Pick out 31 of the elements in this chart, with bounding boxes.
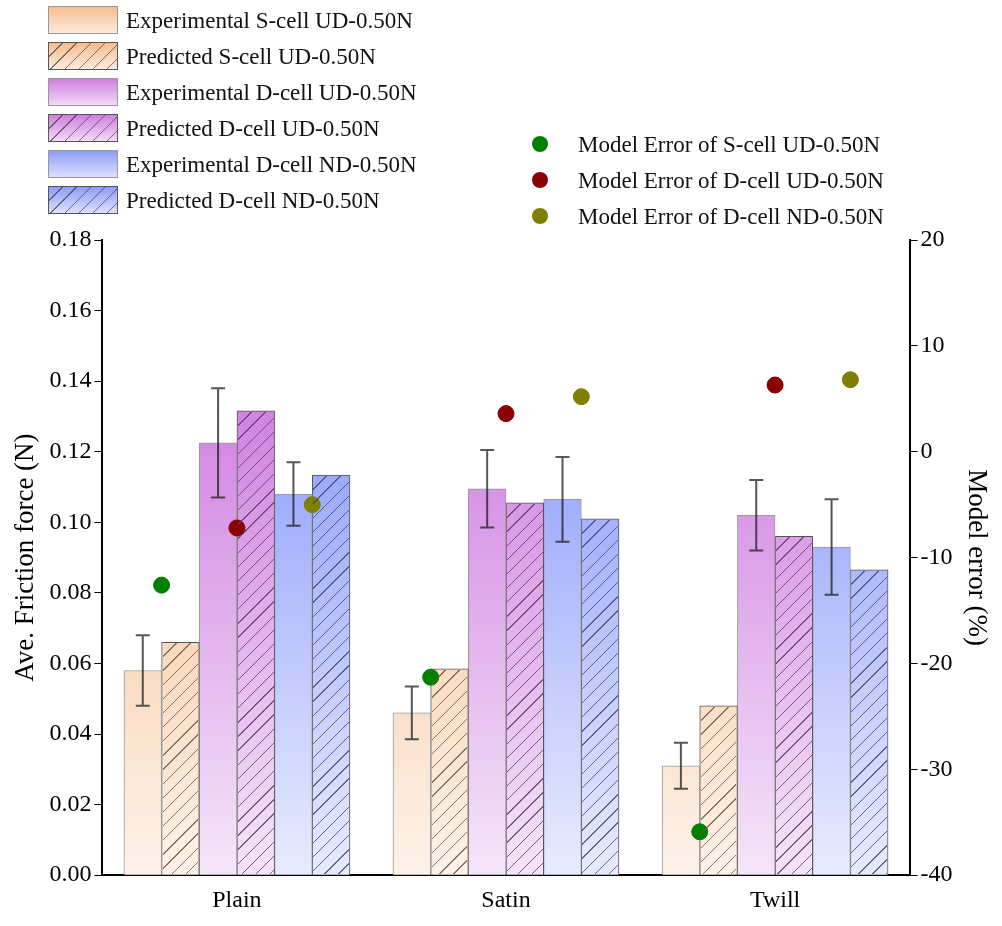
y-tick-label: 0.14	[49, 366, 92, 393]
y2-tick-label: 0	[920, 437, 933, 464]
legend-label: Predicted D-cell ND-0.50N	[126, 187, 380, 213]
y-tick-label: 0.00	[49, 860, 92, 887]
legend-label: Model Error of S-cell UD-0.50N	[578, 131, 881, 157]
x-tick-label: Twill	[749, 885, 801, 912]
y2-tick-label: -20	[920, 648, 953, 675]
y2-tick-label: -30	[920, 754, 953, 781]
y2-tick-label: -40	[920, 860, 953, 887]
y-tick-label: 0.12	[49, 437, 92, 464]
y-tick-label: 0.04	[49, 719, 92, 746]
y2-tick-label: -10	[920, 542, 953, 569]
y2-axis-title: Model error (%)	[962, 469, 993, 647]
y2-tick-label: 10	[920, 331, 945, 358]
y-tick-label: 0.16	[49, 295, 92, 322]
y-axis-title: Ave. Friction force (N)	[9, 433, 40, 682]
legend-label: Experimental S-cell UD-0.50N	[126, 7, 413, 33]
x-tick-label: Satin	[481, 885, 531, 912]
y2-tick-label: 20	[920, 225, 945, 252]
legend-label: Experimental D-cell UD-0.50N	[126, 79, 417, 105]
legend-label: Experimental D-cell ND-0.50N	[126, 151, 417, 177]
legend-label: Model Error of D-cell UD-0.50N	[578, 167, 884, 193]
y-tick-label: 0.08	[49, 578, 92, 605]
y-tick-label: 0.02	[49, 789, 92, 816]
y-tick-label: 0.10	[49, 507, 92, 534]
legend-label: Predicted D-cell UD-0.50N	[126, 115, 380, 141]
y-tick-label: 0.06	[49, 648, 92, 675]
x-tick-label: Plain	[212, 885, 262, 912]
legend-label: Predicted S-cell UD-0.50N	[126, 43, 376, 69]
y-tick-label: 0.18	[49, 225, 92, 252]
legend-label: Model Error of D-cell ND-0.50N	[578, 203, 884, 229]
